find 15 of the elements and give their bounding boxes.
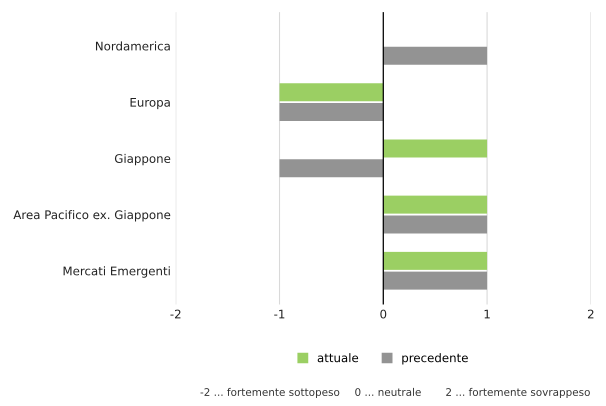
- y-tick-label: Mercati Emergenti: [64, 266, 170, 278]
- y-tick-label: Europa: [130, 98, 170, 110]
- y-tick-label: Area Pacifico ex. Giappone: [13, 210, 170, 222]
- x-tick-label: 1: [484, 310, 490, 318]
- x-tick-label: 0: [380, 310, 386, 318]
- legend-label: precedente: [402, 353, 468, 365]
- legend-label: attuale: [318, 353, 358, 362]
- x-tick-label: -1: [274, 310, 284, 318]
- x-tick-label: -2: [170, 310, 180, 318]
- text: -2 ... fortemente sottopeso: [200, 388, 340, 398]
- x-tick-label: 2: [588, 310, 594, 318]
- y-tick-label: Giappone: [114, 154, 170, 166]
- y-tick-label: Nordamerica: [96, 41, 170, 51]
- text: 0 ... neutrale: [355, 388, 421, 396]
- text: 2 ... fortemente sovrappeso: [446, 388, 590, 398]
